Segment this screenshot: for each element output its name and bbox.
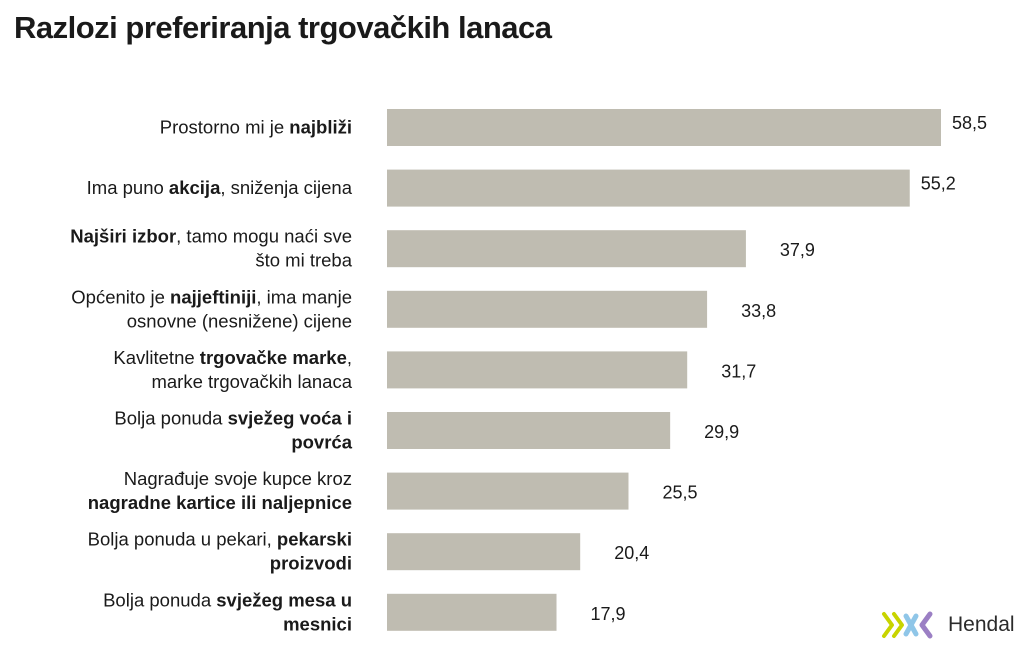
- bar: [387, 533, 581, 571]
- value-label: 55,2: [921, 174, 956, 194]
- category-label: Bolja ponuda u pekari, pekarski proizvodi: [88, 529, 352, 574]
- bar: [387, 290, 708, 328]
- bar: [387, 412, 671, 449]
- bar: [387, 169, 910, 207]
- bar: [387, 472, 629, 510]
- category-label: Najširi izbor, tamo mogu naći sve što mi …: [70, 226, 352, 271]
- value-label: 17,9: [591, 604, 626, 624]
- value-label: 29,9: [704, 422, 739, 442]
- bar: [387, 593, 557, 631]
- category-label: Bolja ponuda svježeg voća i povrća: [114, 408, 352, 453]
- category-label: Bolja ponuda svježeg mesa u mesnici: [103, 589, 352, 634]
- category-label: Kavlitetne trgovačke marke, marke trgovač…: [113, 347, 352, 392]
- value-label: 31,7: [721, 361, 756, 381]
- hendal-logo-icon: [882, 611, 933, 639]
- value-label: 20,4: [614, 543, 649, 563]
- category-label: Nagrađuje svoje kupce kroz nagradne karti…: [88, 468, 352, 513]
- bar: [387, 351, 688, 389]
- category-label: Prostorno mi je najbliži: [160, 117, 352, 138]
- chart-title: Razlozi preferiranja trgovačkih lanaca: [14, 10, 552, 45]
- category-label: Općenito je najjeftiniji, ima manje osnov…: [71, 286, 352, 331]
- value-label: 25,5: [662, 483, 697, 503]
- category-label: Ima puno akcija, sniženja cijena: [87, 177, 353, 198]
- value-label: 37,9: [780, 240, 815, 260]
- logo-text: Hendal: [948, 613, 1015, 636]
- bar: [387, 109, 941, 146]
- value-label: 33,8: [741, 301, 776, 321]
- bar: [387, 230, 746, 268]
- hendal-logo: Hendal: [880, 608, 1015, 642]
- value-label: 58,5: [952, 113, 987, 133]
